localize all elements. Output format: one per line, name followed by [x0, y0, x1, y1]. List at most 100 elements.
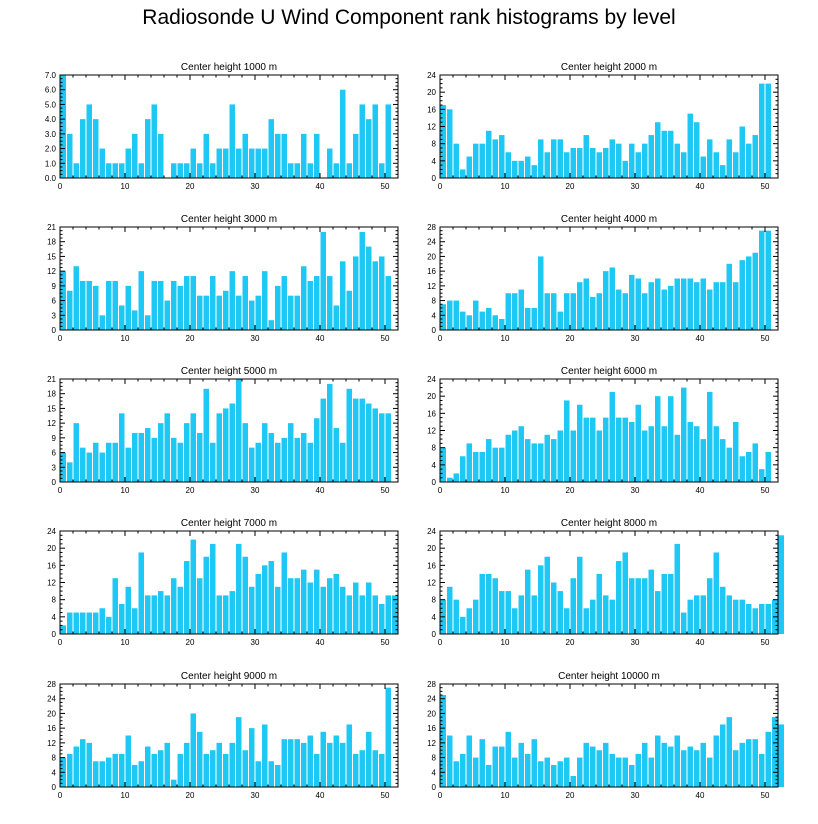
histogram-bar: [629, 274, 635, 330]
histogram-bar: [674, 434, 680, 482]
histogram-bar: [67, 612, 73, 634]
histogram-bar: [346, 388, 352, 482]
histogram-bar: [262, 148, 268, 178]
histogram-bar: [112, 163, 118, 178]
histogram-bar: [603, 417, 609, 483]
y-tick-label: 28: [47, 680, 56, 689]
histogram-bar: [132, 432, 138, 482]
panel-title: Center height 4000 m: [561, 214, 657, 225]
histogram-bar: [655, 278, 661, 330]
histogram-bar: [655, 735, 661, 787]
histogram-bar: [733, 421, 739, 482]
histogram-bar: [268, 561, 274, 634]
histogram-bar: [385, 413, 391, 482]
histogram-panel-5: Center height 5000 m 0 3 6 9 12 15 18 21 0 10 20 30 4…: [47, 366, 399, 495]
x-tick-label: 10: [501, 486, 510, 495]
histogram-bar: [622, 417, 628, 483]
y-tick-label: 20: [427, 544, 436, 553]
y-tick-label: 6: [52, 297, 57, 306]
histogram-bar: [577, 404, 583, 482]
histogram-bar: [119, 753, 125, 787]
histogram-bar: [570, 578, 576, 634]
histogram-bar: [262, 724, 268, 787]
histogram-bar: [609, 391, 615, 483]
histogram-bar: [255, 442, 261, 482]
histogram-bar: [73, 746, 79, 787]
histogram-bar: [236, 543, 242, 635]
histogram-bar: [216, 595, 222, 635]
histogram-bar: [171, 779, 177, 787]
histogram-bar: [590, 417, 596, 483]
histogram-bar: [93, 612, 99, 634]
histogram-bar: [499, 447, 505, 482]
y-tick-label: 6: [52, 449, 57, 458]
histogram-bar: [99, 608, 105, 634]
histogram-bar: [512, 430, 518, 482]
histogram-bar: [681, 152, 687, 178]
x-tick-label: 50: [381, 334, 390, 343]
histogram-bar: [216, 295, 222, 330]
histogram-bar: [460, 753, 466, 787]
histogram-bar: [366, 403, 372, 482]
histogram-bar: [629, 143, 635, 178]
histogram-bar: [210, 276, 216, 330]
histogram-bar: [86, 742, 92, 787]
histogram-bar: [551, 439, 557, 482]
histogram-bar: [486, 130, 492, 178]
histogram-bar: [583, 742, 589, 787]
histogram-bar: [720, 165, 726, 179]
histogram-bar: [505, 152, 511, 178]
histogram-bar: [184, 423, 190, 482]
histogram-bar: [466, 735, 472, 787]
y-tick-label: 15: [47, 252, 56, 261]
histogram-bar: [616, 417, 622, 483]
x-tick-label: 40: [316, 334, 325, 343]
y-tick-label: 20: [427, 252, 436, 261]
y-tick-label: 12: [427, 282, 436, 291]
histogram-bar: [447, 735, 453, 787]
histogram-bar: [262, 423, 268, 482]
histogram-bar: [661, 742, 667, 787]
y-tick-label: 12: [427, 427, 436, 436]
y-tick-label: 16: [427, 561, 436, 570]
y-tick-label: 28: [427, 223, 436, 232]
histogram-bar: [765, 451, 771, 482]
histogram-bar: [379, 603, 385, 634]
histogram-bar: [447, 586, 453, 634]
histogram-bar: [616, 289, 622, 330]
histogram-bar: [720, 586, 726, 634]
histogram-bar: [687, 278, 693, 330]
histogram-bar: [557, 311, 563, 330]
histogram-bar: [379, 753, 385, 787]
histogram-bar: [668, 396, 674, 482]
histogram-bar: [564, 293, 570, 330]
histogram-bar: [531, 307, 537, 330]
histogram-bar: [158, 591, 164, 634]
x-tick-label: 20: [566, 182, 575, 191]
y-tick-label: 0: [432, 326, 437, 335]
histogram-bar: [99, 148, 105, 178]
histogram-bar: [694, 750, 700, 787]
histogram-bar: [616, 757, 622, 787]
histogram-bar: [236, 295, 242, 330]
histogram-bar: [765, 603, 771, 634]
histogram-bar: [151, 753, 157, 787]
histogram-bar: [223, 595, 229, 635]
histogram-bar: [583, 135, 589, 178]
histogram-bar: [752, 739, 758, 787]
histogram-bar: [151, 595, 157, 635]
panel-title: Center height 3000 m: [181, 214, 277, 225]
histogram-bar: [301, 742, 307, 787]
histogram-bar: [73, 163, 79, 178]
histogram-bar: [713, 282, 719, 330]
histogram-bar: [216, 148, 222, 178]
histogram-bar: [707, 289, 713, 330]
histogram-bar: [242, 750, 248, 787]
histogram-bar: [544, 556, 550, 634]
histogram-bar: [752, 135, 758, 178]
histogram-bar: [707, 757, 713, 787]
histogram-bar: [505, 731, 511, 787]
histogram-bar: [733, 152, 739, 178]
x-tick-label: 20: [566, 791, 575, 800]
histogram-bar: [720, 439, 726, 482]
